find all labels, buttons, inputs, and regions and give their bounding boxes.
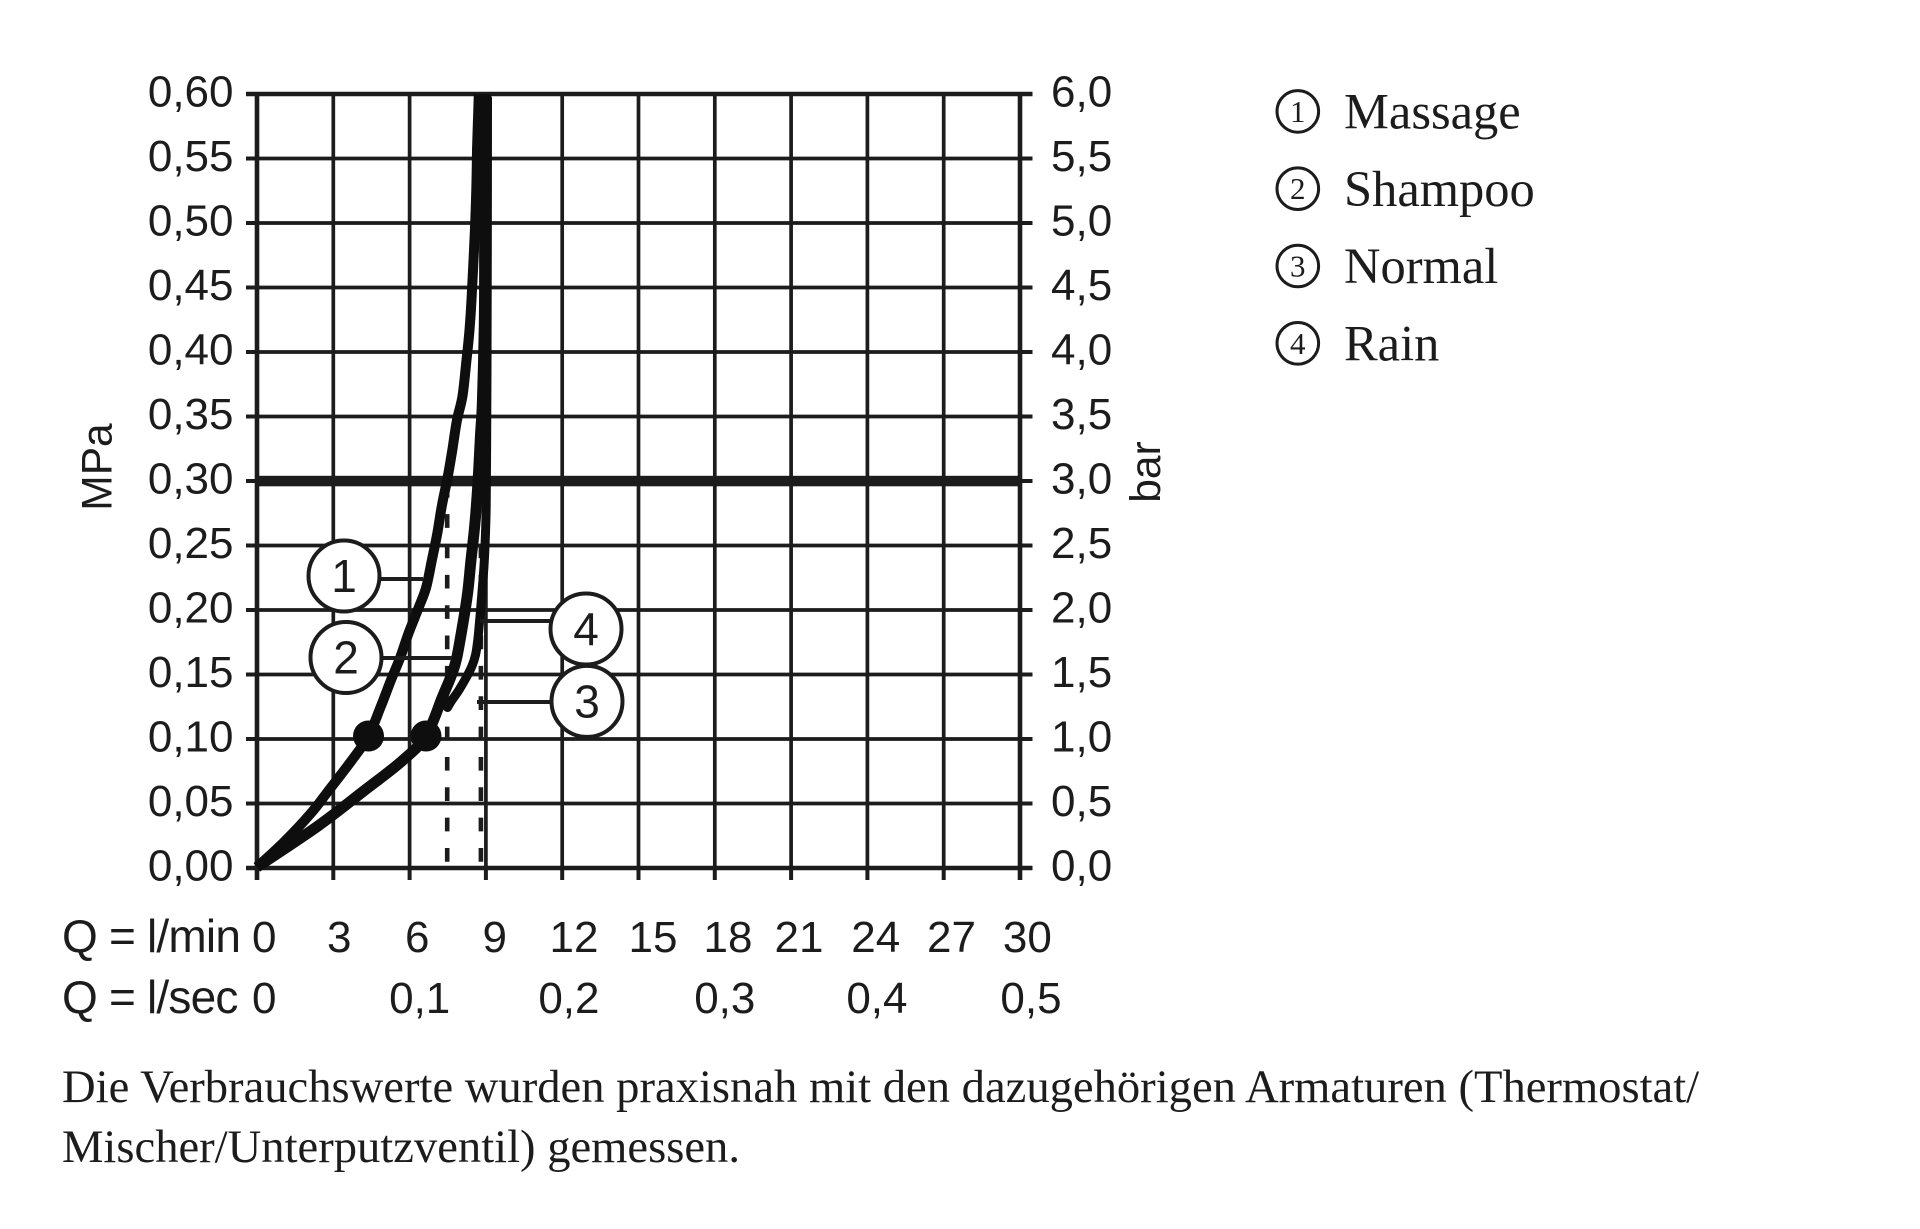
svg-text:1: 1 — [1290, 94, 1306, 129]
svg-text:0,30: 0,30 — [148, 455, 234, 504]
svg-text:Shampoo: Shampoo — [1344, 161, 1535, 217]
svg-text:3,5: 3,5 — [1051, 390, 1112, 439]
svg-text:Q = l/min: Q = l/min — [62, 910, 240, 962]
svg-text:0,0: 0,0 — [1051, 842, 1112, 891]
svg-text:0,05: 0,05 — [148, 777, 234, 826]
svg-text:21: 21 — [775, 913, 824, 962]
svg-text:5,0: 5,0 — [1051, 197, 1112, 246]
svg-text:Die Verbrauchswerte wurden pra: Die Verbrauchswerte wurden praxisnah mit… — [62, 1061, 1699, 1113]
svg-text:0,1: 0,1 — [389, 974, 450, 1023]
svg-text:bar: bar — [1123, 441, 1170, 502]
svg-text:Normal: Normal — [1344, 238, 1498, 294]
svg-text:0,40: 0,40 — [148, 326, 234, 375]
svg-text:0,5: 0,5 — [1000, 974, 1061, 1023]
svg-text:Rain: Rain — [1344, 315, 1439, 371]
svg-text:4: 4 — [1290, 326, 1306, 361]
svg-text:5,5: 5,5 — [1051, 132, 1112, 181]
svg-text:30: 30 — [1003, 913, 1052, 962]
svg-text:0,20: 0,20 — [148, 584, 234, 633]
svg-text:4,0: 4,0 — [1051, 326, 1112, 375]
svg-text:2: 2 — [333, 632, 359, 684]
svg-text:6,0: 6,0 — [1051, 68, 1112, 117]
svg-text:9: 9 — [482, 913, 506, 962]
svg-text:6: 6 — [405, 913, 429, 962]
svg-text:4,5: 4,5 — [1051, 261, 1112, 310]
svg-text:4: 4 — [573, 603, 599, 655]
svg-text:3: 3 — [1290, 249, 1306, 284]
svg-text:24: 24 — [851, 913, 900, 962]
svg-text:27: 27 — [927, 913, 976, 962]
svg-text:15: 15 — [629, 913, 678, 962]
svg-text:0,5: 0,5 — [1051, 777, 1112, 826]
svg-text:0,50: 0,50 — [148, 197, 234, 246]
svg-text:0,00: 0,00 — [148, 842, 234, 891]
svg-text:0,10: 0,10 — [148, 713, 234, 762]
svg-text:0,2: 0,2 — [538, 974, 599, 1023]
svg-text:12: 12 — [550, 913, 599, 962]
svg-text:3: 3 — [327, 913, 351, 962]
svg-text:Mischer/Unterputzventil) gemes: Mischer/Unterputzventil) gemessen. — [62, 1121, 740, 1173]
svg-text:1,0: 1,0 — [1051, 713, 1112, 762]
svg-text:0,45: 0,45 — [148, 261, 234, 310]
svg-text:Massage: Massage — [1344, 84, 1521, 140]
svg-text:2: 2 — [1290, 171, 1306, 206]
svg-text:0,35: 0,35 — [148, 390, 234, 439]
svg-text:Q = l/sec: Q = l/sec — [62, 971, 238, 1023]
svg-text:1: 1 — [331, 550, 357, 602]
svg-text:3: 3 — [574, 676, 600, 728]
svg-text:0,4: 0,4 — [846, 974, 907, 1023]
svg-text:0,60: 0,60 — [148, 68, 234, 117]
svg-text:3,0: 3,0 — [1051, 455, 1112, 504]
svg-text:0,25: 0,25 — [148, 519, 234, 568]
svg-text:0,15: 0,15 — [148, 648, 234, 697]
svg-text:0: 0 — [252, 913, 276, 962]
svg-text:18: 18 — [704, 913, 753, 962]
svg-text:MPa: MPa — [75, 423, 122, 511]
svg-text:1,5: 1,5 — [1051, 648, 1112, 697]
svg-text:0,3: 0,3 — [694, 974, 755, 1023]
svg-text:2,5: 2,5 — [1051, 519, 1112, 568]
svg-text:2,0: 2,0 — [1051, 584, 1112, 633]
svg-text:0,55: 0,55 — [148, 132, 234, 181]
svg-text:0: 0 — [252, 974, 276, 1023]
